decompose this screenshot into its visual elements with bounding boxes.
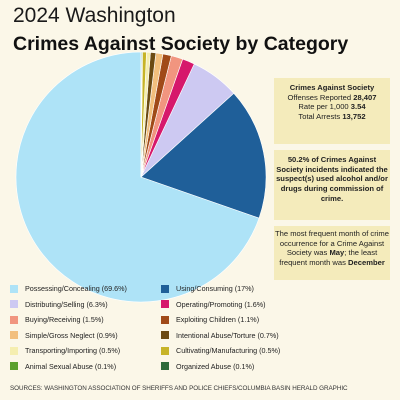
most-frequent-month: May [329, 248, 345, 258]
pie-slice-1 [140, 92, 267, 219]
legend-swatch [10, 284, 18, 293]
pie-slice-0 [15, 51, 260, 303]
legend-label: Animal Sexual Abuse (0.1%) [25, 361, 117, 371]
legend-item: Animal Sexual Abuse (0.1%) [10, 362, 116, 371]
frequent-month-text-a: The most frequent month of crime occurre… [275, 229, 389, 258]
legend-label: Possessing/Concealing (69.6%) [25, 284, 127, 293]
offenses-reported-line: Offenses Reported 28,407 [274, 93, 390, 103]
legend-swatch [10, 346, 18, 355]
legend-label: Buying/Receiving (1.5%) [25, 315, 104, 324]
legend-swatch [161, 284, 169, 293]
offenses-label: Offenses Reported [287, 92, 352, 102]
legend-swatch [161, 300, 169, 308]
legend-swatch [10, 315, 18, 324]
legend-label: Using/Consuming (17%) [176, 284, 254, 293]
sources-footer: SOURCES: WASHINGTON ASSOCIATION OF SHERI… [10, 385, 348, 392]
chart-title-year: 2024 Washington [13, 4, 176, 27]
legend-label: Exploiting Children (1.1%) [176, 315, 260, 324]
legend-swatch [10, 331, 18, 339]
least-frequent-month: December [348, 258, 385, 268]
legend-label: Operating/Promoting (1.6%) [176, 299, 266, 309]
frequent-month-text-b: ; the least frequent month was [279, 248, 378, 268]
rate-value: 3.54 [350, 102, 366, 112]
legend-swatch [10, 362, 18, 370]
arrests-label: Total Arrests [298, 112, 341, 122]
legend-item: Cultivating/Manufacturing (0.5%) [161, 346, 280, 355]
summary-heading: Crimes Against Society [289, 83, 375, 92]
legend-item: Distributing/Selling (6.3%) [10, 300, 108, 309]
legend-item: Organized Abuse (0.1%) [161, 362, 254, 371]
summary-stats-box: Crimes Against Society Offenses Reported… [274, 78, 390, 144]
legend-item: Using/Consuming (17%) [161, 284, 254, 293]
legend-item: Possessing/Concealing (69.6%) [10, 284, 127, 293]
frequent-month-box: The most frequent month of crime occurre… [274, 226, 390, 280]
pie-slice-11 [140, 51, 143, 178]
rate-line: Rate per 1,000 3.54 [274, 102, 390, 112]
alcohol-drugs-text: 50.2% of Crimes Against Society incident… [276, 155, 388, 203]
legend-swatch [10, 300, 18, 308]
offenses-value: 28,407 [353, 92, 377, 102]
legend-item: Intentional Abuse/Torture (0.7%) [161, 331, 279, 340]
chart-title: Crimes Against Society by Category [13, 33, 349, 55]
legend-item: Exploiting Children (1.1%) [161, 315, 259, 324]
legend-label: Intentional Abuse/Torture (0.7%) [176, 330, 279, 340]
legend-label: Transporting/Importing (0.5%) [25, 346, 121, 355]
legend-swatch [161, 362, 169, 370]
legend-item: Buying/Receiving (1.5%) [10, 315, 104, 324]
rate-label: Rate per 1,000 [298, 102, 349, 112]
legend-swatch [161, 331, 169, 339]
legend-label: Simple/Gross Neglect (0.9%) [25, 330, 118, 340]
legend-item: Operating/Promoting (1.6%) [161, 300, 266, 309]
legend-item: Transporting/Importing (0.5%) [10, 346, 120, 355]
legend-swatch [161, 346, 169, 355]
arrests-value: 13,752 [342, 112, 366, 122]
legend-label: Organized Abuse (0.1%) [176, 361, 255, 371]
legend-label: Cultivating/Manufacturing (0.5%) [176, 346, 281, 355]
alcohol-drugs-box: 50.2% of Crimes Against Society incident… [274, 150, 390, 220]
legend-item: Simple/Gross Neglect (0.9%) [10, 331, 118, 340]
arrests-line: Total Arrests 13,752 [274, 112, 390, 122]
legend-label: Distributing/Selling (6.3%) [25, 299, 108, 309]
legend-swatch [161, 315, 169, 324]
